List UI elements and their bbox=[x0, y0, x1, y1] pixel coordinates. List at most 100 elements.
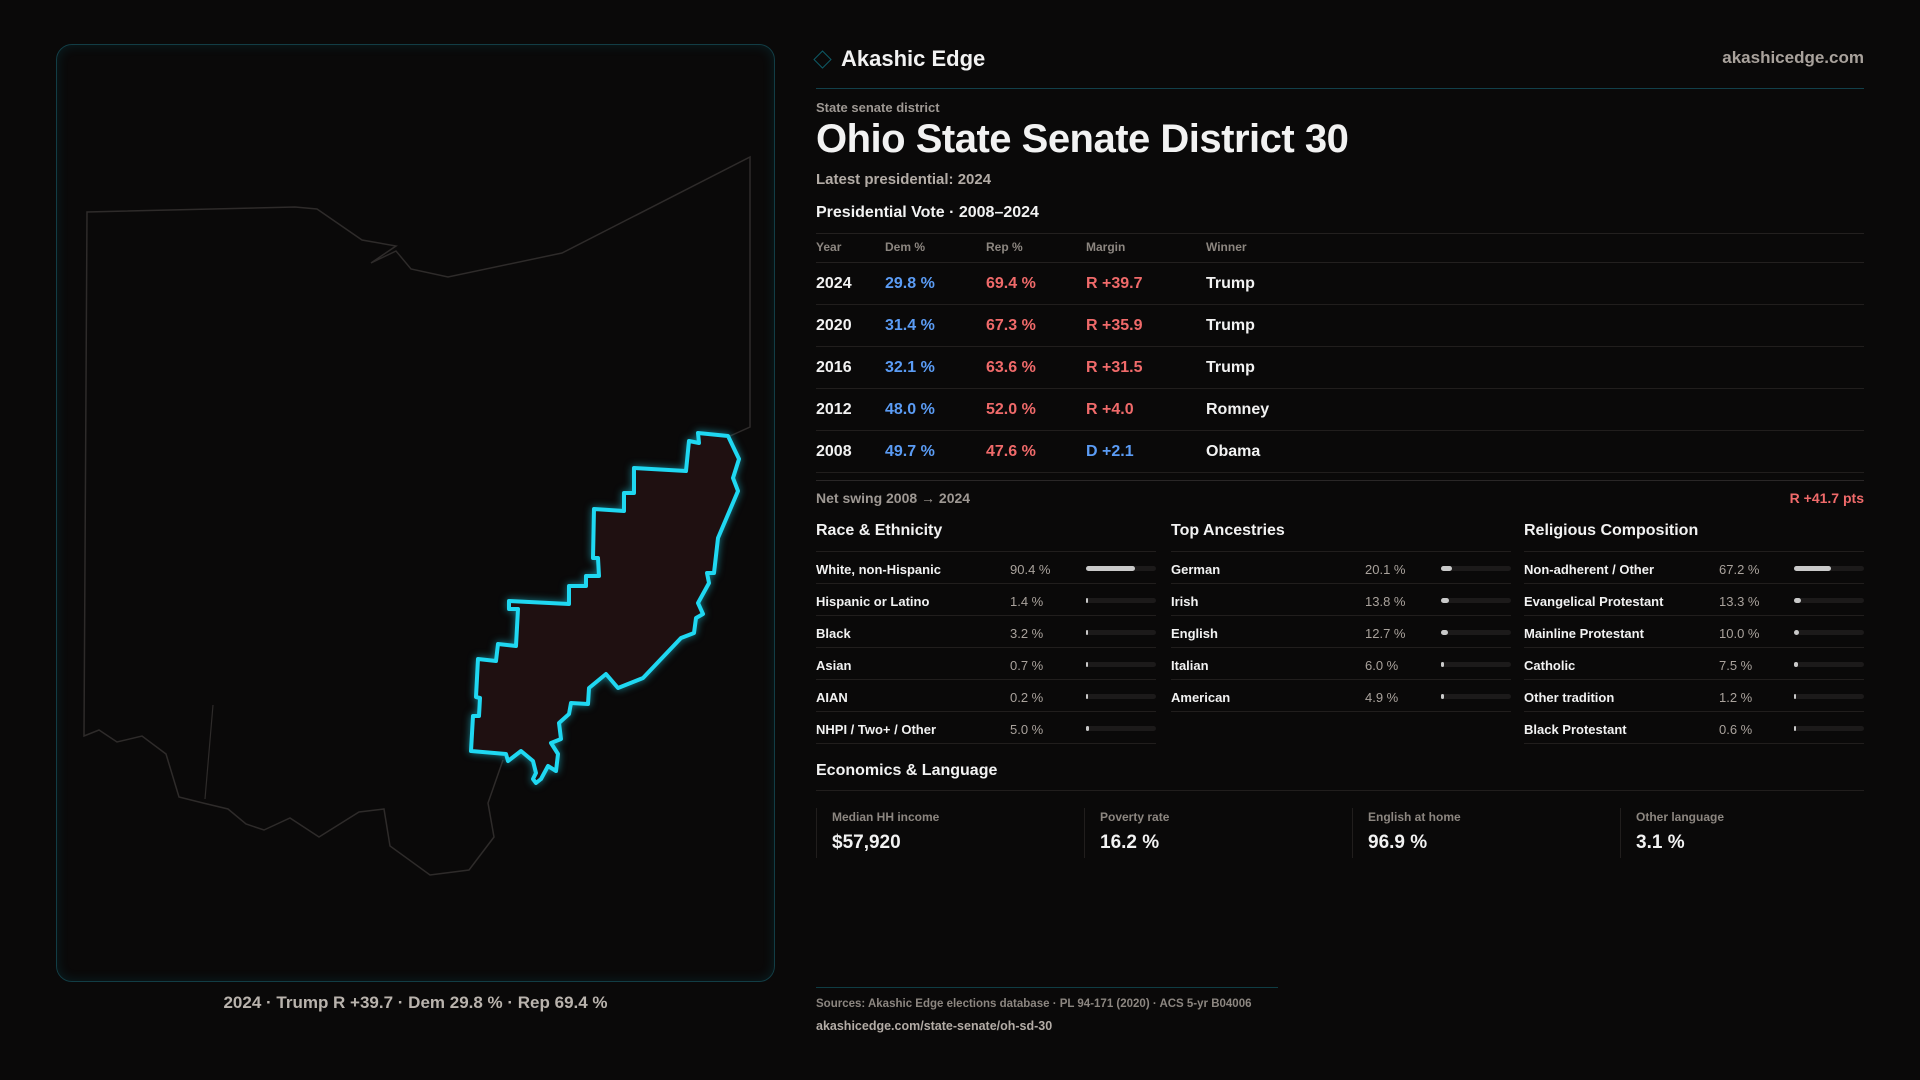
demographic-section: Top Ancestries German 20.1 % Irish 13.8 … bbox=[1171, 522, 1511, 712]
margin: R +35.9 bbox=[1086, 317, 1143, 334]
percent-bar-fill bbox=[1086, 630, 1088, 635]
stat-card: English at home 96.9 % bbox=[1352, 808, 1612, 858]
dem-pct: 31.4 % bbox=[885, 317, 935, 334]
margin: R +31.5 bbox=[1086, 359, 1143, 376]
latest-presidential: Latest presidential: 2024 bbox=[816, 171, 992, 188]
section-heading: Race & Ethnicity bbox=[816, 522, 1156, 552]
item-label: NHPI / Two+ / Other bbox=[816, 722, 937, 737]
rep-pct: 67.3 % bbox=[986, 317, 1036, 334]
item-value: 7.5 % bbox=[1719, 658, 1753, 673]
list-item: Non-adherent / Other 67.2 % bbox=[1524, 552, 1864, 584]
table-row: 2016 32.1 % 63.6 % R +31.5 Trump bbox=[816, 347, 1864, 389]
stat-label: English at home bbox=[1368, 810, 1461, 824]
year: 2020 bbox=[816, 317, 852, 334]
item-label: Irish bbox=[1171, 594, 1199, 609]
details-panel: Akashic Edge akashicedge.com State senat… bbox=[813, 0, 1864, 1080]
percent-bar bbox=[1441, 566, 1511, 571]
percent-bar bbox=[1086, 662, 1156, 667]
section-heading: Religious Composition bbox=[1524, 522, 1864, 552]
sources: Sources: Akashic Edge elections database… bbox=[816, 998, 1252, 1010]
percent-bar bbox=[1794, 694, 1864, 699]
demographic-section: Religious Composition Non-adherent / Oth… bbox=[1524, 522, 1864, 744]
winner: Trump bbox=[1206, 275, 1255, 292]
item-value: 20.1 % bbox=[1365, 562, 1406, 577]
percent-bar bbox=[1086, 630, 1156, 635]
item-label: Mainline Protestant bbox=[1524, 626, 1644, 641]
list-item: Evangelical Protestant 13.3 % bbox=[1524, 584, 1864, 616]
county-line bbox=[204, 704, 214, 800]
percent-bar-fill bbox=[1086, 662, 1088, 667]
list-item: Other tradition 1.2 % bbox=[1524, 680, 1864, 712]
list-item: American 4.9 % bbox=[1171, 680, 1511, 712]
footer-divider bbox=[816, 987, 1278, 988]
percent-bar bbox=[1086, 726, 1156, 731]
stat-card: Median HH income $57,920 bbox=[816, 808, 1076, 858]
item-label: Evangelical Protestant bbox=[1524, 594, 1664, 609]
map-panel bbox=[56, 44, 775, 982]
percent-bar bbox=[1086, 694, 1156, 699]
list-item: Asian 0.7 % bbox=[816, 648, 1156, 680]
district-type: State senate district bbox=[816, 100, 940, 115]
item-value: 1.2 % bbox=[1719, 690, 1753, 705]
winner: Romney bbox=[1206, 401, 1270, 418]
site-link[interactable]: akashicedge.com bbox=[1722, 48, 1864, 67]
percent-bar-fill bbox=[1794, 598, 1802, 603]
percent-bar-fill bbox=[1794, 662, 1799, 667]
list-item: Black Protestant 0.6 % bbox=[1524, 712, 1864, 744]
item-value: 4.9 % bbox=[1365, 690, 1399, 705]
col-year: Year bbox=[816, 240, 842, 254]
divider bbox=[816, 262, 1864, 263]
net-swing-value: R +41.7 pts bbox=[1789, 490, 1864, 506]
district-30-shape[interactable] bbox=[469, 431, 741, 785]
table-row: 2008 49.7 % 47.6 % D +2.1 Obama bbox=[816, 431, 1864, 473]
percent-bar-fill bbox=[1086, 726, 1089, 731]
stat-card: Poverty rate 16.2 % bbox=[1084, 808, 1344, 858]
winner: Trump bbox=[1206, 317, 1255, 334]
rep-pct: 69.4 % bbox=[986, 275, 1036, 292]
map-caption: 2024 · Trump R +39.7 · Dem 29.8 % · Rep … bbox=[223, 993, 608, 1012]
year: 2016 bbox=[816, 359, 852, 376]
divider bbox=[816, 233, 1864, 234]
header-divider bbox=[816, 88, 1864, 89]
presidential-heading: Presidential Vote · 2008–2024 bbox=[816, 204, 1039, 221]
item-value: 67.2 % bbox=[1719, 562, 1760, 577]
percent-bar bbox=[1086, 566, 1156, 571]
divider bbox=[816, 480, 1864, 481]
item-value: 13.3 % bbox=[1719, 594, 1760, 609]
item-label: Asian bbox=[816, 658, 852, 673]
list-item: English 12.7 % bbox=[1171, 616, 1511, 648]
percent-bar bbox=[1441, 662, 1511, 667]
list-item: Hispanic or Latino 1.4 % bbox=[816, 584, 1156, 616]
percent-bar-fill bbox=[1794, 694, 1796, 699]
year: 2024 bbox=[816, 275, 852, 292]
percent-bar-fill bbox=[1794, 566, 1831, 571]
col-dem: Dem % bbox=[885, 240, 926, 254]
percent-bar bbox=[1441, 598, 1511, 603]
item-value: 1.4 % bbox=[1010, 594, 1044, 609]
item-label: German bbox=[1171, 562, 1221, 577]
table-row: 2012 48.0 % 52.0 % R +4.0 Romney bbox=[816, 389, 1864, 431]
item-label: AIAN bbox=[816, 690, 848, 705]
district-map[interactable] bbox=[57, 45, 776, 983]
list-item: Irish 13.8 % bbox=[1171, 584, 1511, 616]
item-label: Other tradition bbox=[1524, 690, 1615, 705]
economics-heading: Economics & Language bbox=[816, 762, 1864, 791]
item-label: Catholic bbox=[1524, 658, 1576, 673]
dem-pct: 29.8 % bbox=[885, 275, 935, 292]
percent-bar bbox=[1794, 726, 1864, 731]
year: 2008 bbox=[816, 443, 852, 460]
percent-bar-fill bbox=[1441, 662, 1445, 667]
item-value: 0.6 % bbox=[1719, 722, 1753, 737]
list-item: Black 3.2 % bbox=[816, 616, 1156, 648]
winner: Trump bbox=[1206, 359, 1255, 376]
col-winner: Winner bbox=[1206, 240, 1247, 254]
rep-pct: 63.6 % bbox=[986, 359, 1036, 376]
brand-logo[interactable]: Akashic Edge bbox=[813, 46, 985, 72]
dem-pct: 48.0 % bbox=[885, 401, 935, 418]
year: 2012 bbox=[816, 401, 852, 418]
item-value: 6.0 % bbox=[1365, 658, 1399, 673]
percent-bar bbox=[1441, 694, 1511, 699]
stat-value: 96.9 % bbox=[1368, 832, 1428, 853]
item-label: Black Protestant bbox=[1524, 722, 1627, 737]
page-url[interactable]: akashicedge.com/state-senate/oh-sd-30 bbox=[816, 1019, 1053, 1033]
